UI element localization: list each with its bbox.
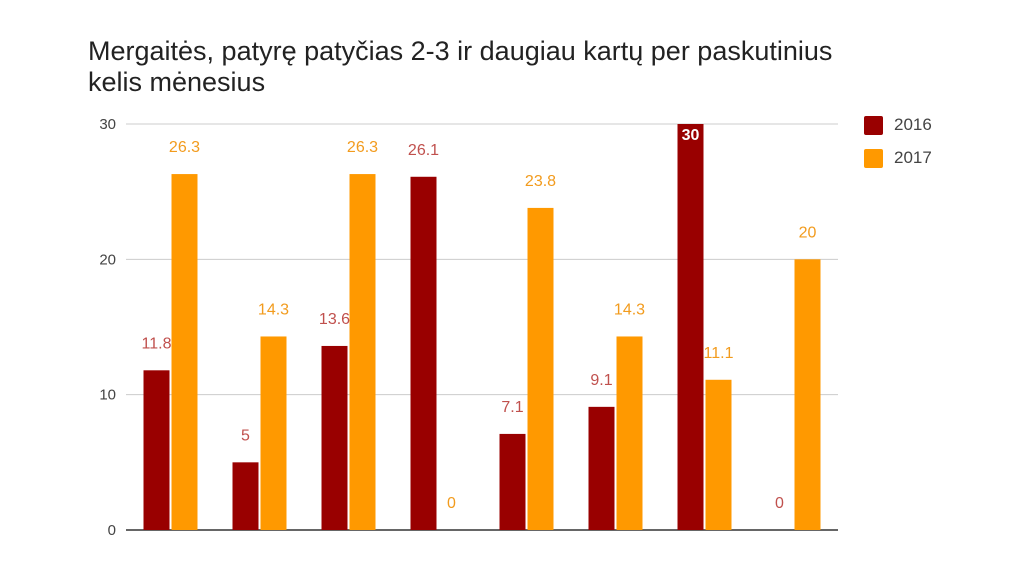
legend-item-2017: 2017 (864, 147, 932, 169)
bar-2017 (349, 174, 376, 530)
y-tick-label: 10 (99, 387, 116, 404)
bar-2017 (171, 174, 198, 530)
y-tick-label: 30 (99, 116, 116, 133)
data-label: 7.1 (501, 399, 523, 416)
data-label: 5 (241, 427, 250, 444)
data-label: 0 (447, 495, 456, 512)
bar-2017 (527, 207, 554, 530)
bar-2017 (794, 259, 821, 530)
data-label: 23.8 (525, 173, 556, 190)
bar-2016 (588, 406, 615, 530)
data-label: 14.3 (614, 301, 645, 318)
legend-swatch-2017 (864, 148, 883, 168)
data-label: 20 (799, 224, 817, 241)
legend-swatch-2016 (864, 115, 883, 135)
bar-2016 (321, 345, 348, 530)
data-label: 30 (682, 127, 700, 144)
bar-2016 (143, 370, 170, 530)
legend-label-2017: 2017 (894, 148, 932, 167)
data-label: 26.3 (169, 139, 200, 156)
data-label: 13.6 (319, 311, 350, 328)
legend: 2016 2017 (864, 114, 932, 180)
y-tick-label: 20 (99, 251, 116, 268)
chart-title-line-1: Mergaitės, patyrę patyčias 2-3 ir daugia… (88, 36, 833, 66)
bar-2016 (410, 176, 437, 530)
data-label: 11.8 (142, 335, 172, 352)
bar-2016 (677, 124, 704, 530)
data-label: 14.3 (258, 301, 289, 318)
y-tick-label: 0 (108, 522, 116, 539)
data-label: 9.1 (590, 372, 612, 389)
data-label: 0 (775, 495, 784, 512)
data-label: 11.1 (704, 345, 734, 362)
chart-title-line-2: kelis mėnesius (88, 67, 266, 97)
bar-2017 (705, 379, 732, 530)
bar-2016 (499, 433, 526, 530)
chart-title: Mergaitės, patyrę patyčias 2-3 ir daugia… (88, 36, 968, 98)
bar-2016 (232, 462, 259, 530)
bar-2017 (260, 336, 287, 530)
bar-2017 (616, 336, 643, 530)
legend-item-2016: 2016 (864, 114, 932, 136)
data-label: 26.3 (347, 139, 378, 156)
data-label: 26.1 (408, 142, 439, 159)
legend-label-2016: 2016 (894, 115, 932, 134)
